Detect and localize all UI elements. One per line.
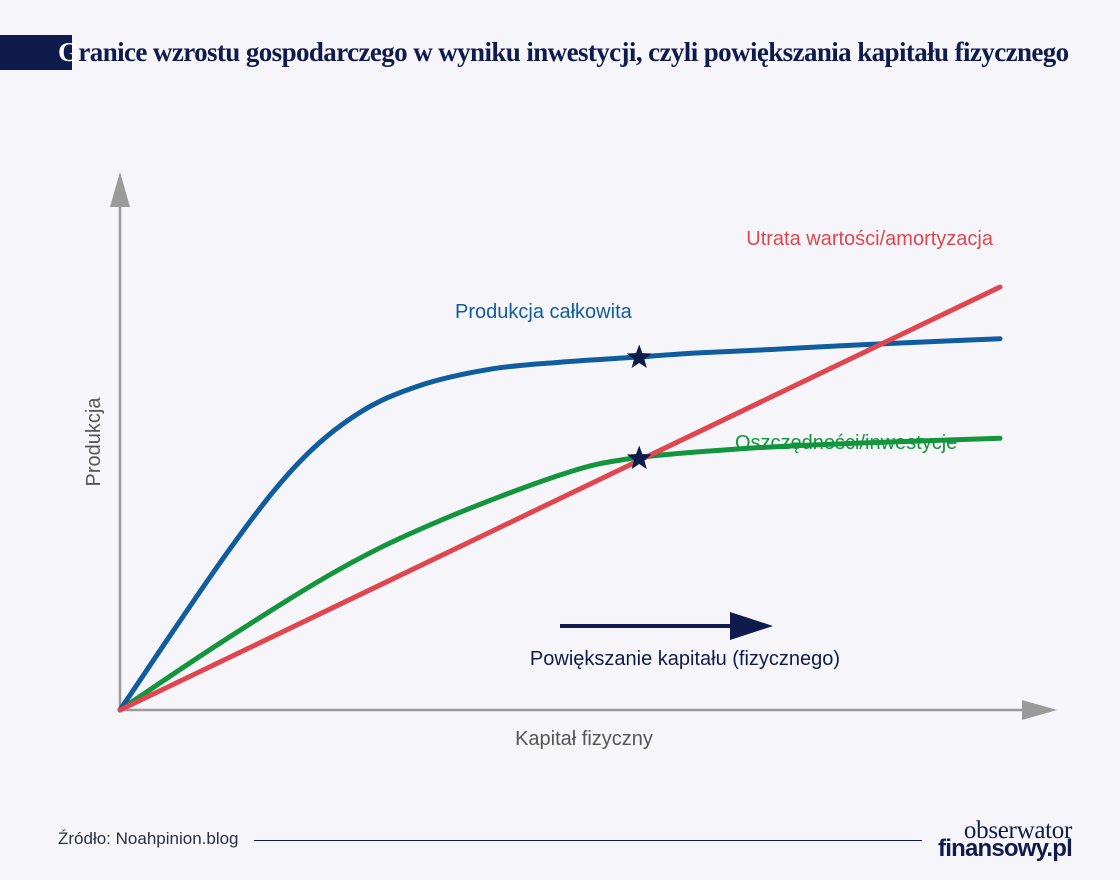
annotation-label: Powiększanie kapitału (fizycznego): [530, 648, 840, 670]
series-label-2: Utrata wartości/amortyzacja: [746, 228, 994, 250]
title-first-letter: G: [58, 37, 79, 67]
series-line-2: [117, 284, 1003, 713]
y-axis-label: Produkcja: [83, 397, 105, 487]
star-marker-0: [626, 344, 652, 368]
y-axis-arrow: [110, 172, 130, 207]
series-label-0: Produkcja całkowita: [455, 301, 633, 323]
chart-labels: Produkcja całkowita Oszczędności/inwestyc…: [83, 228, 994, 750]
series-label-1: Oszczędności/inwestycje: [735, 432, 957, 454]
annotation-arrow-head: [730, 612, 773, 640]
logo-line1: obserwator: [963, 817, 1072, 844]
page-title: Granice wzrostu gospodarczego w wyniku i…: [58, 33, 1069, 71]
chart-series: [117, 284, 1003, 713]
series-line-1: [117, 435, 1003, 713]
chart-axes: [110, 172, 1057, 720]
line-chart: Produkcja całkowita Oszczędności/inwestyc…: [83, 172, 1057, 750]
x-axis-arrow: [1022, 700, 1057, 720]
title-text: ranice wzrostu gospodarczego w wyniku in…: [78, 37, 1069, 67]
x-axis-label: Kapitał fizyczny: [515, 728, 653, 750]
title-accent-bar: [0, 35, 72, 70]
source-note: Źródło: Noahpinion.blog: [58, 829, 239, 848]
footer-divider: [254, 840, 922, 841]
logo-line2: finansowy.pl: [938, 835, 1073, 862]
series-line-0: [117, 336, 1003, 713]
chart-markers: [560, 344, 773, 640]
brand-logo: obserwator finansowy.pl: [938, 817, 1073, 862]
star-marker-1: [626, 445, 652, 470]
